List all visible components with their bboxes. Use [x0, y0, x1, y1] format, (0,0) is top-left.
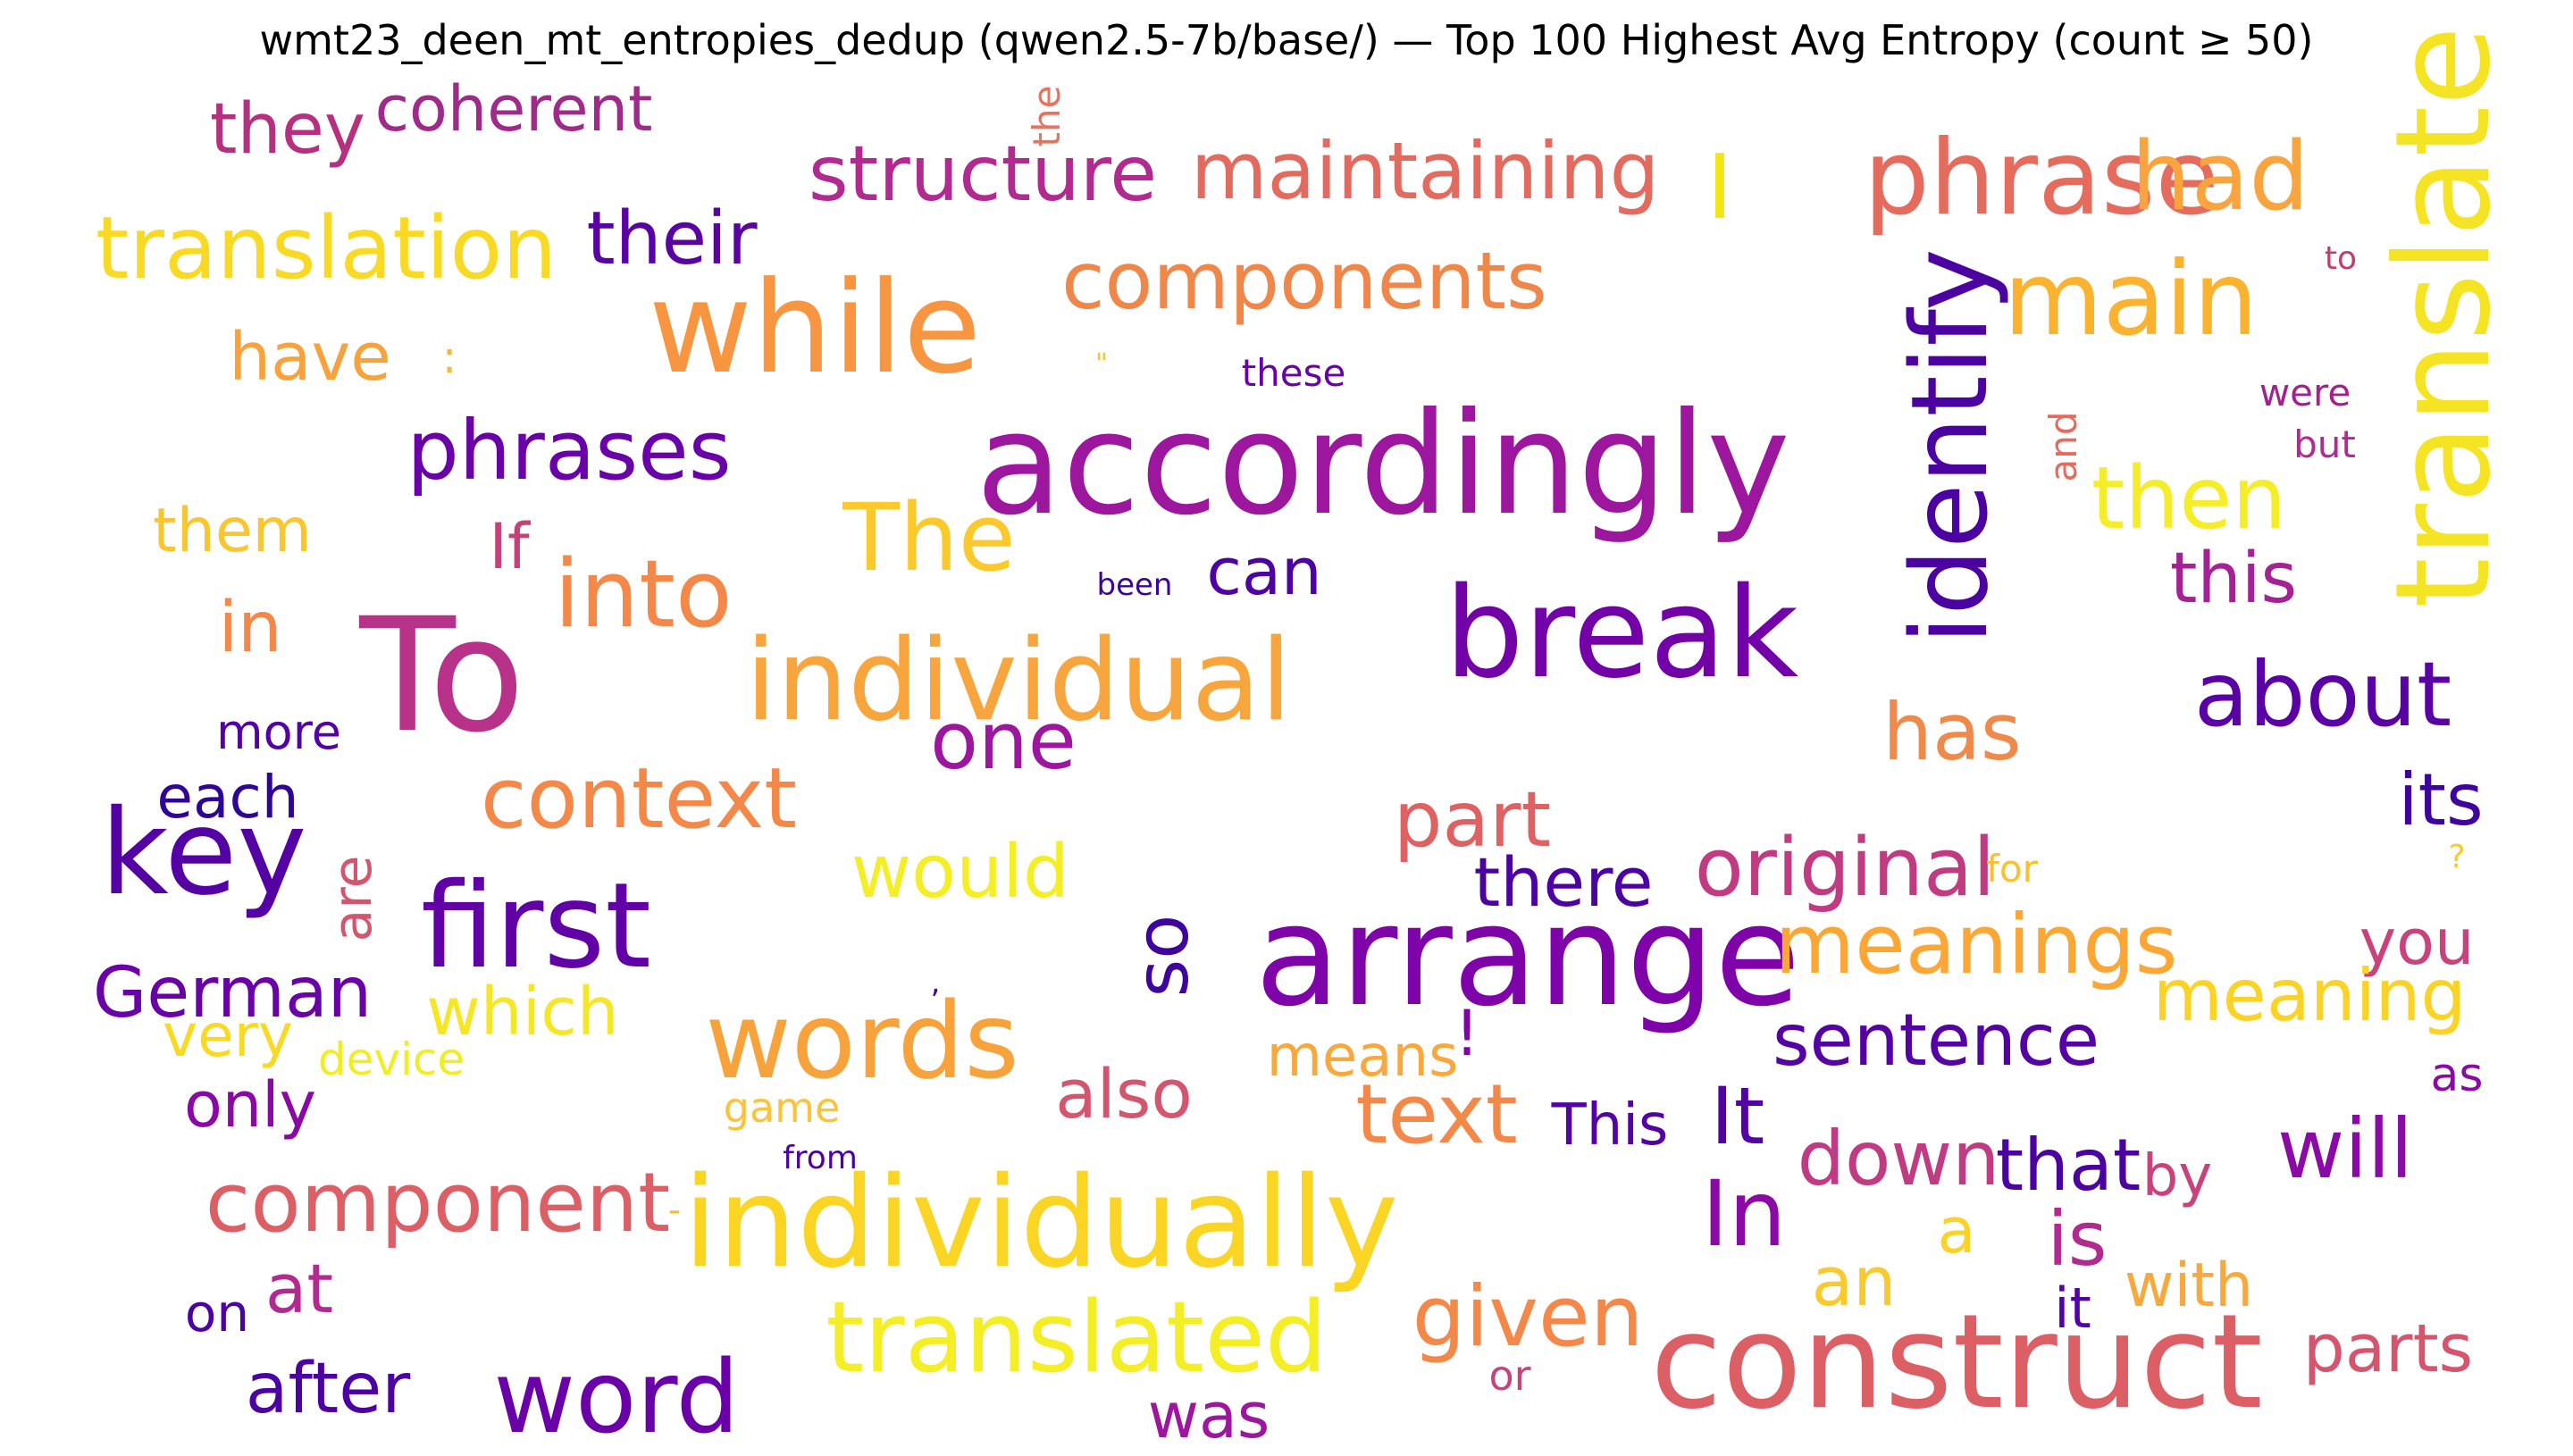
word-an: an [1811, 1242, 1897, 1321]
word-their: their [586, 197, 758, 281]
word-text: text [1355, 1067, 1518, 1162]
word-is: is [2047, 1195, 2108, 1283]
word-translate: translate [2368, 25, 2519, 609]
word-been: been [1096, 567, 1173, 603]
word-means: means [1266, 1024, 1459, 1090]
word-if: If [489, 510, 530, 583]
word-its: its [2398, 758, 2484, 841]
word-very: very [163, 1001, 293, 1070]
word-you: you [2359, 906, 2475, 979]
word-on: on [184, 1283, 250, 1343]
word-down: down [1797, 1115, 2000, 1202]
word-exclamation: ! [1454, 997, 1480, 1070]
word-can: can [1206, 534, 1322, 609]
chart-title: wmt23_deen_mt_entropies_dedup (qwen2.5-7… [259, 16, 2314, 64]
word-to: To [359, 584, 525, 767]
word-as: as [2430, 1049, 2484, 1102]
word-comma: , [930, 965, 941, 1000]
word-a: a [1937, 1194, 1976, 1268]
word-will: will [2277, 1101, 2413, 1197]
word-was: was [1147, 1379, 1270, 1452]
word-this: this [2169, 539, 2298, 619]
word-only: only [183, 1068, 317, 1142]
word-in: In [1701, 1161, 1787, 1268]
word-individually: individually [683, 1151, 1399, 1296]
word-game: game [723, 1084, 841, 1132]
word-coherent: coherent [374, 72, 653, 146]
word-but: but [2293, 423, 2356, 466]
word-so: so [1120, 914, 1205, 998]
word-in: in [218, 588, 282, 668]
word-and: and [2041, 411, 2085, 482]
word-which: which [426, 974, 619, 1050]
word-sentence: sentence [1772, 999, 2100, 1082]
word-into: into [554, 540, 733, 649]
word-context: context [480, 750, 798, 848]
word-from: from [783, 1140, 858, 1176]
word-break: break [1444, 561, 1799, 707]
word-for: for [1986, 847, 2038, 891]
word-one: one [930, 695, 1077, 787]
word-construct: construct [1650, 1286, 2263, 1438]
word-has: has [1882, 686, 2022, 778]
word-individual: individual [745, 615, 1292, 746]
word-phrase: phrase [1864, 118, 2219, 238]
word-also: also [1055, 1054, 1193, 1134]
word-meanings: meanings [1774, 897, 2178, 992]
word-given: given [1412, 1268, 1644, 1366]
word-translated: translated [826, 1280, 1328, 1394]
word-structure: structure [808, 130, 1158, 219]
word-accordingly: accordingly [976, 382, 1790, 547]
word-phrases: phrases [406, 403, 732, 498]
word-colon: : [441, 331, 457, 383]
word-or: or [1488, 1351, 1531, 1400]
word-them: them [153, 496, 312, 566]
word-hyphen: - [667, 1190, 682, 1231]
word-are: are [322, 855, 384, 942]
word-device: device [317, 1033, 465, 1085]
word-first: first [421, 858, 651, 995]
word-key: key [100, 784, 307, 922]
word-this: This [1551, 1092, 1669, 1159]
word-after: after [245, 1349, 411, 1429]
word-parts: parts [2302, 1310, 2474, 1387]
word-it: it [2054, 1276, 2091, 1341]
word-while: while [648, 255, 982, 402]
word-were: were [2259, 371, 2351, 414]
word-quote: " [1095, 348, 1108, 380]
word-to: to [2324, 240, 2358, 277]
word-component: component [205, 1155, 671, 1251]
word-it: It [1710, 1070, 1765, 1162]
word-translation: translation [95, 198, 557, 298]
word-with: with [2124, 1251, 2254, 1321]
word-at: at [264, 1249, 334, 1328]
word-would: would [851, 830, 1070, 915]
word-words: words [705, 979, 1019, 1102]
word-original: original [1694, 821, 1996, 915]
word-by: by [2141, 1143, 2213, 1209]
word-german: German [92, 953, 373, 1033]
word-question: ? [2448, 839, 2466, 875]
word-that: that [1995, 1124, 2141, 1207]
word-i: I [1706, 135, 1733, 239]
word-each: each [156, 763, 299, 832]
word-these: these [1241, 351, 1346, 395]
word-components: components [1061, 235, 1547, 327]
word-arrange: arrange [1254, 874, 1801, 1037]
word-part: part [1393, 775, 1552, 865]
word-there: there [1473, 842, 1654, 922]
word-about: about [2193, 642, 2452, 747]
word-main: main [2003, 239, 2259, 358]
word-they: they [209, 89, 366, 170]
word-more: more [216, 704, 341, 760]
word-maintaining: maintaining [1190, 125, 1660, 217]
word-identify: identify [1888, 248, 2011, 645]
word-the: The [842, 483, 1016, 592]
word-have: have [229, 319, 391, 396]
word-meaning: meaning [2152, 954, 2467, 1037]
word-had: had [2131, 121, 2309, 231]
word-word: word [493, 1340, 740, 1456]
word-then: then [2091, 448, 2287, 548]
